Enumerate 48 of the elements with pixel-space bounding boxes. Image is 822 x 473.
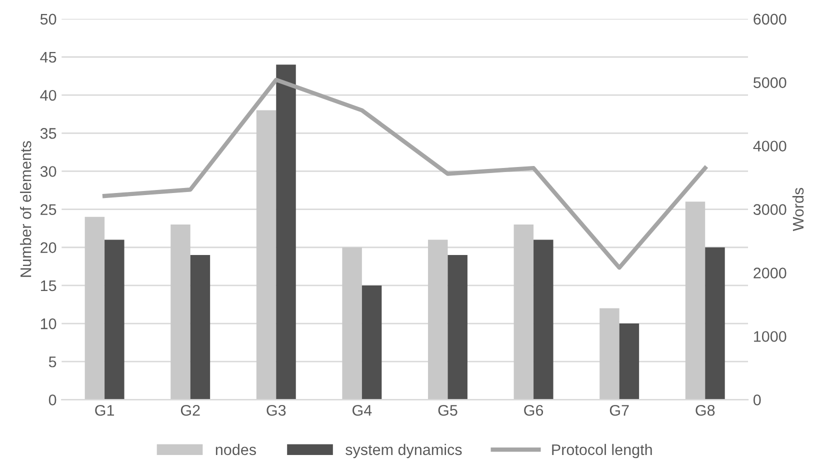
bar — [619, 324, 640, 400]
bar — [342, 247, 362, 400]
x-tick-label: G1 — [95, 404, 114, 416]
y-tick-label: 10 — [40, 318, 56, 330]
y-tick-label: 0 — [48, 394, 56, 406]
x-tick-label: G8 — [696, 404, 715, 416]
legend-label: system dynamics — [346, 444, 462, 458]
line-series — [102, 78, 708, 270]
bar — [84, 216, 105, 400]
x-tick-label: G7 — [610, 404, 629, 416]
bar — [170, 224, 190, 400]
bar — [685, 202, 706, 400]
x-tick-label: G6 — [524, 404, 544, 416]
bar — [600, 308, 620, 400]
y2-tick-label: 5000 — [753, 77, 786, 88]
y-tick-label: 45 — [40, 52, 56, 63]
legend-label: Protocol length — [552, 444, 652, 458]
bar — [428, 240, 448, 400]
y2-tick-label: 0 — [753, 394, 761, 406]
y2-tick-label: 1000 — [754, 331, 786, 342]
y-tick-label: 20 — [40, 242, 56, 254]
y-tick-label: 40 — [40, 90, 56, 101]
bar — [256, 110, 276, 400]
y-axis-title: Number of elements — [20, 141, 32, 277]
y-tick-label: 25 — [40, 204, 56, 215]
x-tick-label: G4 — [352, 404, 372, 416]
y2-tick-label: 3000 — [753, 204, 786, 215]
x-tick-label: G3 — [266, 404, 286, 416]
y-tick-label: 35 — [40, 128, 56, 139]
bar — [534, 240, 554, 400]
x-tick-label: G5 — [438, 404, 458, 416]
y2-tick-label: 4000 — [753, 140, 786, 152]
bar — [190, 254, 210, 400]
bar — [104, 240, 124, 400]
legend-label: nodes — [216, 444, 256, 456]
bar — [448, 254, 468, 400]
y2-axis-title: Words — [792, 188, 804, 232]
y-tick-label: 15 — [40, 280, 56, 292]
y-tick-label: 30 — [40, 166, 56, 177]
bar — [362, 285, 382, 400]
x-tick-label: G2 — [180, 404, 200, 416]
y2-tick-label: 6000 — [754, 14, 786, 25]
y-tick-label: 50 — [40, 14, 56, 25]
bar — [276, 64, 296, 400]
y-tick-label: 5 — [48, 356, 56, 368]
y2-tick-label: 2000 — [754, 268, 786, 278]
bar — [514, 224, 534, 400]
bar — [705, 247, 725, 400]
